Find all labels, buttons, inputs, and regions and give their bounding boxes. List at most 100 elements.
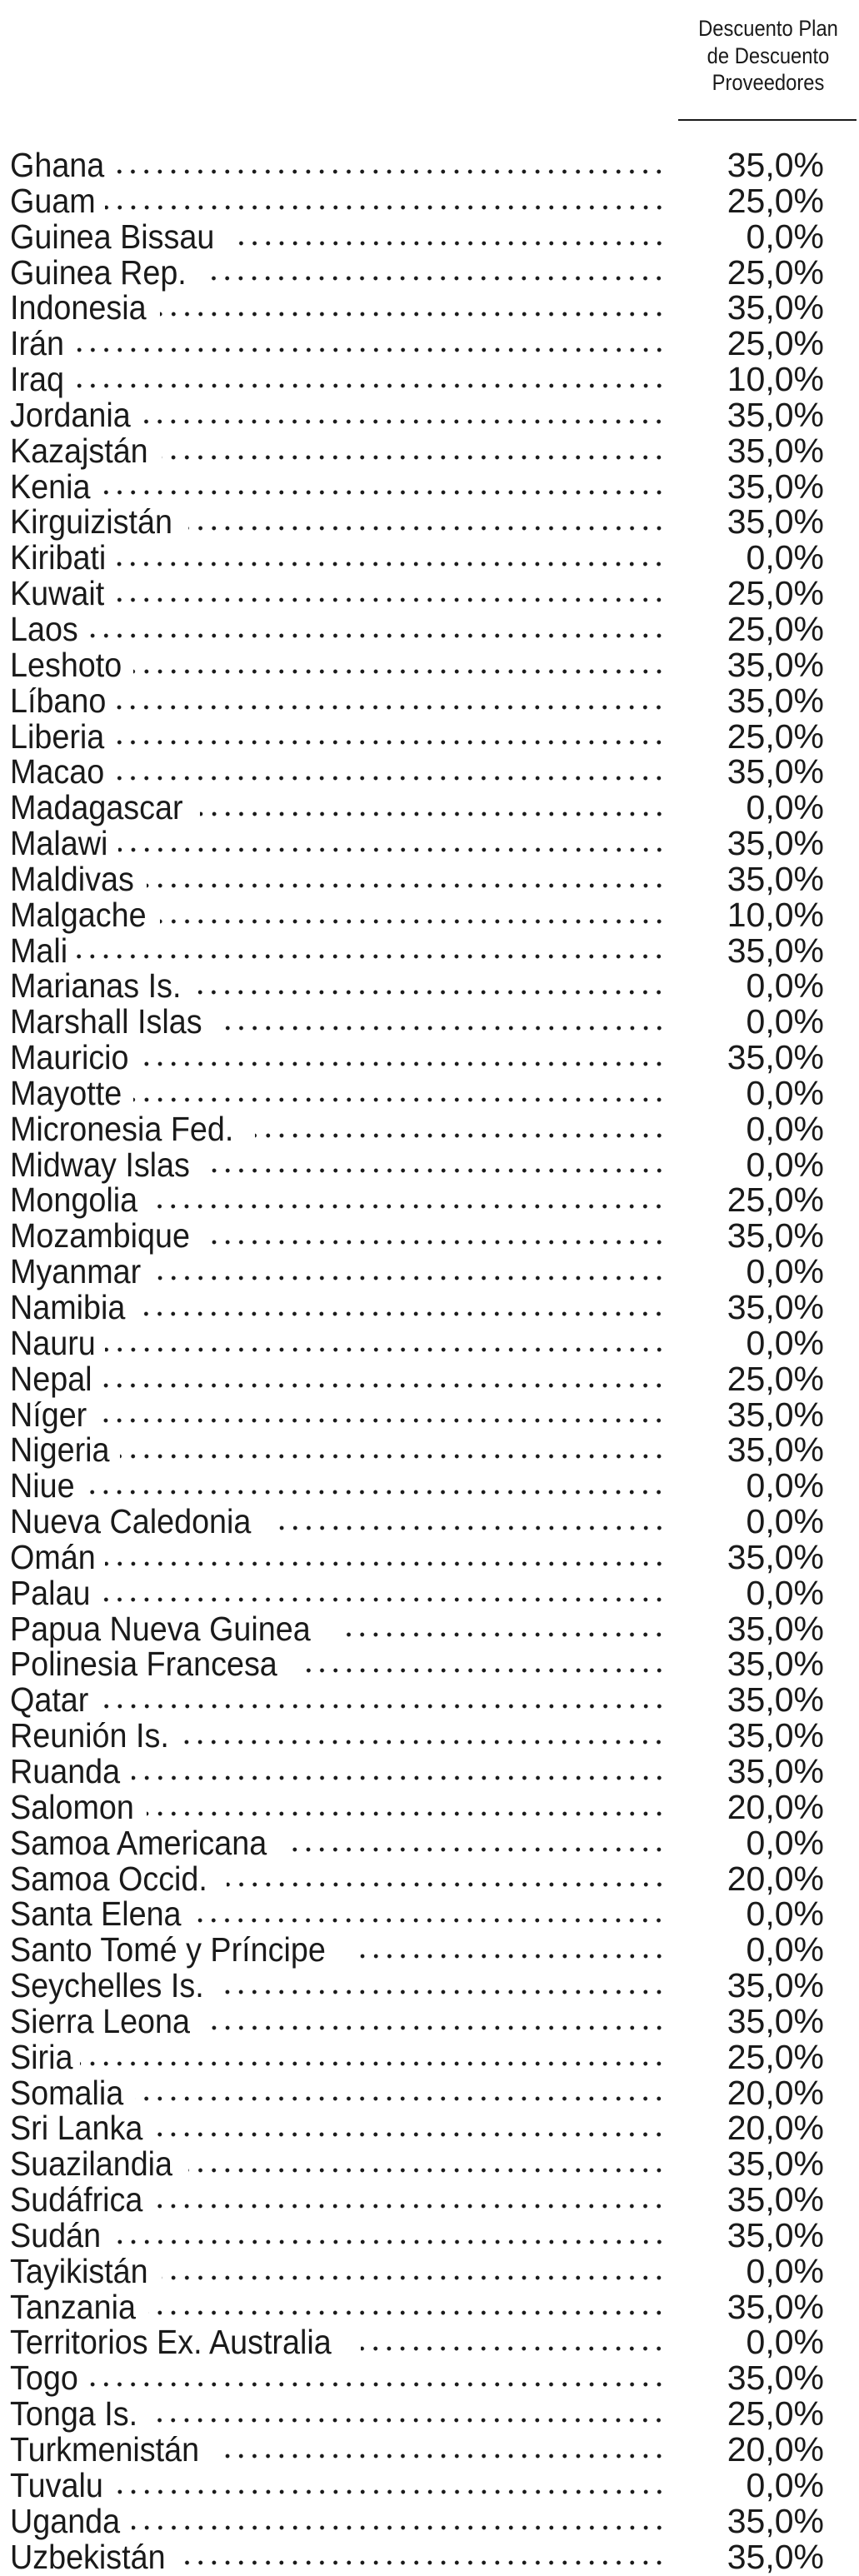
discount-value: 25,0% (727, 609, 824, 648)
dot-leader (70, 346, 666, 355)
country-name: Marshall Islas (10, 1002, 202, 1041)
dot-leader (95, 1416, 666, 1425)
country-name: Seychelles Is. (10, 1966, 204, 2005)
table-row: Nauru 0,0% (10, 1325, 824, 1361)
country-name: Samoa Americana (10, 1823, 267, 1862)
dot-leader (146, 1809, 666, 1818)
country-name: Guam (10, 181, 96, 220)
dot-leader (74, 952, 666, 961)
table-row: Kazajstán 35,0% (10, 431, 824, 470)
dot-leader (159, 916, 666, 926)
table-row: Liberia 25,0% (10, 718, 824, 755)
discount-value: 35,0% (727, 1288, 824, 1326)
dot-leader (156, 2201, 666, 2210)
country-name: Somalia (10, 2073, 124, 2112)
table-row: Somalia 20,0% (10, 2073, 824, 2112)
table-row: Salomon 20,0% (10, 1787, 824, 1826)
country-name: Salomon (10, 1787, 134, 1826)
country-name: Territorios Ex. Australia (10, 2323, 332, 2362)
table-row: Guinea Rep. 25,0% (10, 254, 824, 291)
country-name: Malawi (10, 824, 108, 863)
discount-value: 25,0% (727, 181, 824, 220)
dot-leader (273, 1523, 666, 1532)
country-name: Kazajstán (10, 431, 148, 470)
discount-value: 0,0% (746, 538, 824, 577)
dot-leader (226, 1880, 666, 1890)
table-row: Irán 25,0% (10, 326, 824, 362)
discount-value: 25,0% (727, 574, 824, 613)
dot-leader (110, 2237, 666, 2246)
country-name: Siria (10, 2037, 73, 2076)
dot-leader (156, 2130, 666, 2139)
table-row: Qatar 35,0% (10, 1682, 824, 1718)
country-name: Suazilandia (10, 2144, 173, 2184)
country-name: Santo Tomé y Príncipe (10, 1930, 326, 1969)
table-row: Micronesia Fed. 0,0% (10, 1111, 824, 1147)
table-row: Leshoto 35,0% (10, 646, 824, 683)
discount-value: 25,0% (727, 324, 824, 363)
table-row: Guam 25,0% (10, 181, 824, 220)
country-name: Togo (10, 2359, 78, 2398)
discount-value: 0,0% (746, 788, 824, 827)
table-row: Nigeria 35,0% (10, 1432, 824, 1468)
table-row: Samoa Americana 0,0% (10, 1825, 824, 1861)
dot-leader (187, 524, 666, 533)
country-name: Malgache (10, 895, 147, 934)
country-name: Myanmar (10, 1252, 142, 1291)
country-name: Qatar (10, 1680, 89, 1720)
table-row: Nueva Caledonia 0,0% (10, 1504, 824, 1540)
discount-table: Ghana 35,0% Guam 25,0% Guinea Bissau 0,0% Guin… (10, 147, 824, 2574)
table-row: Maldivas 35,0% (10, 861, 824, 897)
table-row: Territorios Ex. Australia 0,0% (10, 2324, 824, 2360)
table-row: Midway Islas 0,0% (10, 1145, 824, 1184)
dot-leader (199, 810, 666, 819)
discount-value: 35,0% (727, 2537, 824, 2576)
dot-leader (104, 1345, 666, 1354)
dot-leader (97, 1702, 666, 1711)
discount-value: 35,0% (727, 1609, 824, 1648)
discount-value: 20,0% (727, 1787, 824, 1826)
discount-value: 35,0% (727, 1751, 824, 1790)
table-row: Palau 0,0% (10, 1575, 824, 1611)
table-row: Papua Nueva Guinea 35,0% (10, 1609, 824, 1648)
dot-leader (159, 310, 666, 319)
table-row: Kuwait 25,0% (10, 576, 824, 612)
dot-leader (119, 1452, 666, 1461)
table-row: Mali 35,0% (10, 931, 824, 970)
discount-value: 35,0% (727, 681, 824, 720)
discount-value: 35,0% (727, 1645, 824, 1684)
discount-value: 35,0% (727, 2180, 824, 2219)
country-name: Reunión Is. (10, 1716, 169, 1755)
country-name: Palau (10, 1573, 91, 1612)
table-row: Seychelles Is. 35,0% (10, 1968, 824, 2004)
discount-value: 0,0% (746, 1466, 824, 1505)
table-row: Uzbekistán 35,0% (10, 2539, 824, 2575)
country-name: Madagascar (10, 788, 183, 827)
dot-leader (354, 1952, 666, 1961)
table-row: Sudáfrica 35,0% (10, 2182, 824, 2218)
dot-leader (131, 2523, 666, 2532)
country-name: Tayikistán (10, 2251, 148, 2290)
discount-value: 25,0% (727, 1359, 824, 1398)
dot-leader (146, 881, 666, 890)
country-name: Mali (10, 931, 68, 970)
country-name: Sudán (10, 2215, 102, 2254)
discount-value: 20,0% (727, 2109, 824, 2148)
discount-value: 25,0% (727, 2037, 824, 2076)
discount-value: 0,0% (746, 1145, 824, 1184)
discount-value: 0,0% (746, 1823, 824, 1862)
dot-leader (180, 2559, 666, 2568)
table-row: Malawi 35,0% (10, 826, 824, 861)
dot-leader (98, 1595, 666, 1604)
dot-leader (254, 1131, 666, 1140)
country-name: Mongolia (10, 1181, 138, 1220)
table-row: Nepal 25,0% (10, 1359, 824, 1398)
dot-leader (188, 2166, 666, 2175)
table-row: Sierra Leona 35,0% (10, 2004, 824, 2039)
table-row: Marshall Islas 0,0% (10, 1004, 824, 1040)
dot-leader (114, 774, 666, 783)
dot-leader (220, 1024, 666, 1033)
country-name: Indonesia (10, 288, 147, 327)
country-name: Nueva Caledonia (10, 1502, 252, 1541)
discount-value: 10,0% (727, 895, 824, 934)
